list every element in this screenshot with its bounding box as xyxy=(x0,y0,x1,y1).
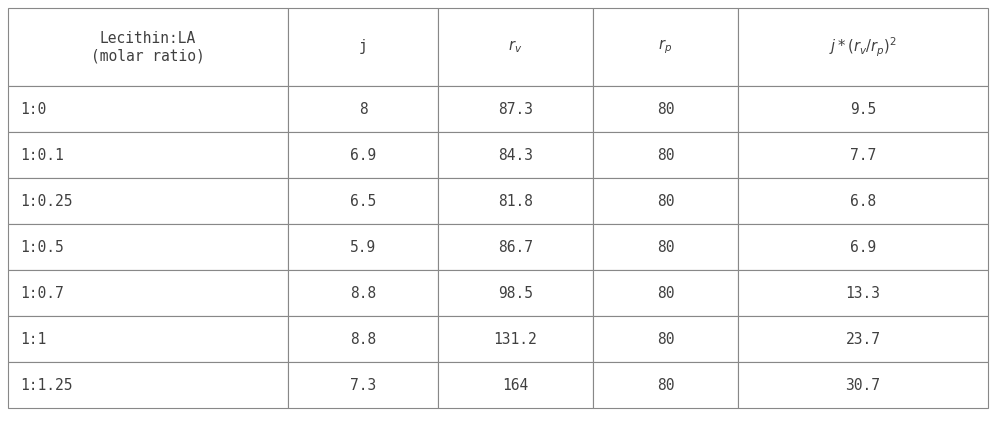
Bar xyxy=(738,178,988,224)
Bar xyxy=(8,270,288,316)
Bar xyxy=(438,8,593,86)
Text: Lecithin:LA
(molar ratio): Lecithin:LA (molar ratio) xyxy=(91,31,205,63)
Bar xyxy=(438,362,593,408)
Text: 30.7: 30.7 xyxy=(845,378,881,392)
Bar xyxy=(8,362,288,408)
Text: 13.3: 13.3 xyxy=(845,286,881,300)
Text: 8: 8 xyxy=(358,102,367,116)
Bar xyxy=(288,316,438,362)
Bar xyxy=(8,224,288,270)
Bar xyxy=(8,8,288,86)
Bar xyxy=(593,270,738,316)
Text: 87.3: 87.3 xyxy=(498,102,533,116)
Text: 6.5: 6.5 xyxy=(350,194,376,208)
Text: 80: 80 xyxy=(656,332,674,346)
Bar xyxy=(288,224,438,270)
Bar xyxy=(8,178,288,224)
Bar xyxy=(593,178,738,224)
Text: 1:1: 1:1 xyxy=(20,332,47,346)
Text: $r_v$: $r_v$ xyxy=(508,39,522,55)
Bar xyxy=(438,270,593,316)
Bar xyxy=(438,86,593,132)
Bar xyxy=(438,316,593,362)
Text: 6.9: 6.9 xyxy=(350,148,376,162)
Text: 1:0: 1:0 xyxy=(20,102,47,116)
Bar xyxy=(438,224,593,270)
Bar xyxy=(288,178,438,224)
Text: 86.7: 86.7 xyxy=(498,240,533,254)
Bar xyxy=(593,86,738,132)
Text: 1:0.25: 1:0.25 xyxy=(20,194,72,208)
Text: 80: 80 xyxy=(656,194,674,208)
Text: 6.9: 6.9 xyxy=(850,240,876,254)
Text: 80: 80 xyxy=(656,240,674,254)
Text: 80: 80 xyxy=(656,102,674,116)
Bar xyxy=(738,270,988,316)
Bar xyxy=(288,8,438,86)
Text: 84.3: 84.3 xyxy=(498,148,533,162)
Text: $r_p$: $r_p$ xyxy=(658,38,672,56)
Text: 7.7: 7.7 xyxy=(850,148,876,162)
Bar xyxy=(738,86,988,132)
Text: 6.8: 6.8 xyxy=(850,194,876,208)
Text: $j*(r_v/r_p)^2$: $j*(r_v/r_p)^2$ xyxy=(829,35,897,59)
Text: 7.3: 7.3 xyxy=(350,378,376,392)
Text: 98.5: 98.5 xyxy=(498,286,533,300)
Bar xyxy=(738,8,988,86)
Text: 131.2: 131.2 xyxy=(494,332,537,346)
Text: 1:0.5: 1:0.5 xyxy=(20,240,64,254)
Bar xyxy=(8,316,288,362)
Bar xyxy=(738,132,988,178)
Bar xyxy=(288,132,438,178)
Text: 1:0.1: 1:0.1 xyxy=(20,148,64,162)
Text: 8.8: 8.8 xyxy=(350,286,376,300)
Text: 164: 164 xyxy=(502,378,528,392)
Bar xyxy=(288,86,438,132)
Text: 80: 80 xyxy=(656,286,674,300)
Bar xyxy=(593,224,738,270)
Text: 5.9: 5.9 xyxy=(350,240,376,254)
Text: j: j xyxy=(358,40,367,54)
Bar xyxy=(593,362,738,408)
Bar xyxy=(593,8,738,86)
Text: 1:1.25: 1:1.25 xyxy=(20,378,72,392)
Bar xyxy=(8,132,288,178)
Text: 8.8: 8.8 xyxy=(350,332,376,346)
Text: 80: 80 xyxy=(656,148,674,162)
Text: 1:0.7: 1:0.7 xyxy=(20,286,64,300)
Bar xyxy=(288,362,438,408)
Bar xyxy=(593,132,738,178)
Bar xyxy=(738,224,988,270)
Text: 9.5: 9.5 xyxy=(850,102,876,116)
Bar xyxy=(438,132,593,178)
Bar xyxy=(438,178,593,224)
Text: 23.7: 23.7 xyxy=(845,332,881,346)
Bar xyxy=(8,86,288,132)
Text: 81.8: 81.8 xyxy=(498,194,533,208)
Text: 80: 80 xyxy=(656,378,674,392)
Bar xyxy=(288,270,438,316)
Bar xyxy=(738,316,988,362)
Bar xyxy=(738,362,988,408)
Bar xyxy=(593,316,738,362)
